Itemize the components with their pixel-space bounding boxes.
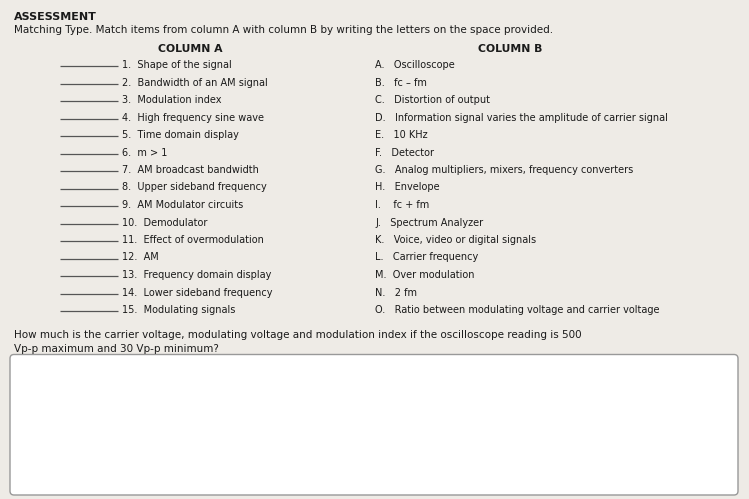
Text: C.   Distortion of output: C. Distortion of output [375, 95, 490, 105]
Text: COLUMN A: COLUMN A [158, 44, 222, 54]
Text: 2.  Bandwidth of an AM signal: 2. Bandwidth of an AM signal [122, 77, 267, 87]
Text: 13.  Frequency domain display: 13. Frequency domain display [122, 270, 271, 280]
Text: N.   2 fm: N. 2 fm [375, 287, 417, 297]
Text: 14.  Lower sideband frequency: 14. Lower sideband frequency [122, 287, 273, 297]
Text: 10.  Demodulator: 10. Demodulator [122, 218, 207, 228]
Text: 4.  High frequency sine wave: 4. High frequency sine wave [122, 112, 264, 122]
Text: COLUMN B: COLUMN B [478, 44, 542, 54]
Text: 8.  Upper sideband frequency: 8. Upper sideband frequency [122, 183, 267, 193]
Text: ASSESSMENT: ASSESSMENT [14, 12, 97, 22]
Text: Matching Type. Match items from column A with column B by writing the letters on: Matching Type. Match items from column A… [14, 25, 553, 35]
Text: 11.  Effect of overmodulation: 11. Effect of overmodulation [122, 235, 264, 245]
Text: F.   Detector: F. Detector [375, 148, 434, 158]
Text: 6.  m > 1: 6. m > 1 [122, 148, 167, 158]
Text: A.   Oscilloscope: A. Oscilloscope [375, 60, 455, 70]
Text: 5.  Time domain display: 5. Time domain display [122, 130, 239, 140]
Text: E.   10 KHz: E. 10 KHz [375, 130, 428, 140]
Text: O.   Ratio between modulating voltage and carrier voltage: O. Ratio between modulating voltage and … [375, 305, 660, 315]
Text: L.   Carrier frequency: L. Carrier frequency [375, 252, 479, 262]
Text: 3.  Modulation index: 3. Modulation index [122, 95, 222, 105]
Text: B.   fc – fm: B. fc – fm [375, 77, 427, 87]
Text: H.   Envelope: H. Envelope [375, 183, 440, 193]
Text: How much is the carrier voltage, modulating voltage and modulation index if the : How much is the carrier voltage, modulat… [14, 330, 582, 354]
FancyBboxPatch shape [10, 354, 738, 495]
Text: D.   Information signal varies the amplitude of carrier signal: D. Information signal varies the amplitu… [375, 112, 668, 122]
Text: 12.  AM: 12. AM [122, 252, 159, 262]
Text: G.   Analog multipliers, mixers, frequency converters: G. Analog multipliers, mixers, frequency… [375, 165, 633, 175]
Text: K.   Voice, video or digital signals: K. Voice, video or digital signals [375, 235, 536, 245]
Text: M.  Over modulation: M. Over modulation [375, 270, 475, 280]
Text: J.   Spectrum Analyzer: J. Spectrum Analyzer [375, 218, 483, 228]
Text: I.    fc + fm: I. fc + fm [375, 200, 429, 210]
Text: 9.  AM Modulator circuits: 9. AM Modulator circuits [122, 200, 243, 210]
Text: 1.  Shape of the signal: 1. Shape of the signal [122, 60, 231, 70]
Text: 15.  Modulating signals: 15. Modulating signals [122, 305, 235, 315]
Text: 7.  AM broadcast bandwidth: 7. AM broadcast bandwidth [122, 165, 259, 175]
